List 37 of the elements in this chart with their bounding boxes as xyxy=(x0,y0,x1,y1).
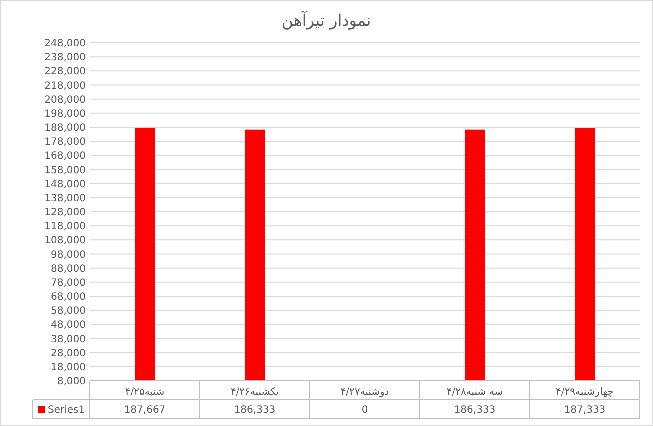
y-tick-label: 138,000 xyxy=(44,193,86,204)
x-tick-label: شنبه۴/۲۵ xyxy=(125,387,165,398)
data-label: 186,333 xyxy=(454,405,496,416)
y-tick-label: 108,000 xyxy=(44,236,86,247)
y-tick-label: 68,000 xyxy=(51,292,86,303)
y-tick-label: 58,000 xyxy=(51,306,86,318)
y-tick-label: 228,000 xyxy=(44,66,86,78)
y-tick-label: 198,000 xyxy=(44,108,86,120)
legend-label: Series1 xyxy=(48,405,86,416)
y-tick-label: 148,000 xyxy=(44,179,86,190)
y-tick-label: 128,000 xyxy=(44,208,86,218)
y-tick-label: 28,000 xyxy=(51,348,86,360)
y-tick-label: 98,000 xyxy=(51,250,86,261)
x-tick-label: یکشنبه۴/۲۶ xyxy=(230,387,280,398)
y-tick-label: 158,000 xyxy=(44,165,86,176)
y-tick-label: 178,000 xyxy=(44,137,86,148)
y-tick-label: 88,000 xyxy=(51,264,86,275)
data-label: 187,667 xyxy=(124,405,166,416)
y-tick-label: 18,000 xyxy=(51,362,86,374)
data-label: 186,333 xyxy=(234,405,276,416)
y-tick-label: 8,000 xyxy=(57,376,86,388)
y-tick-label: 188,000 xyxy=(44,123,86,134)
y-tick-label: 218,000 xyxy=(44,80,86,92)
y-tick-label: 208,000 xyxy=(44,94,86,106)
title: نمودار تیرآهن xyxy=(282,11,372,30)
y-tick-label: 248,000 xyxy=(44,38,86,50)
x-tick-label: چهارشنبه۴/۲۹ xyxy=(556,387,614,398)
y-tick-label: 168,000 xyxy=(44,151,86,162)
text: 0 xyxy=(362,405,368,416)
y-tick-label: 78,000 xyxy=(51,278,86,289)
x-tick-label: دوشنبه۴/۲۷ xyxy=(340,387,390,398)
data-label: 187,333 xyxy=(564,405,606,416)
y-tick-label: 238,000 xyxy=(44,52,86,64)
y-tick-label: 118,000 xyxy=(44,222,86,233)
x-tick-label: سه شنبه۴/۲۸ xyxy=(446,387,504,398)
y-tick-label: 48,000 xyxy=(51,320,86,332)
y-tick-label: 38,000 xyxy=(51,334,86,346)
